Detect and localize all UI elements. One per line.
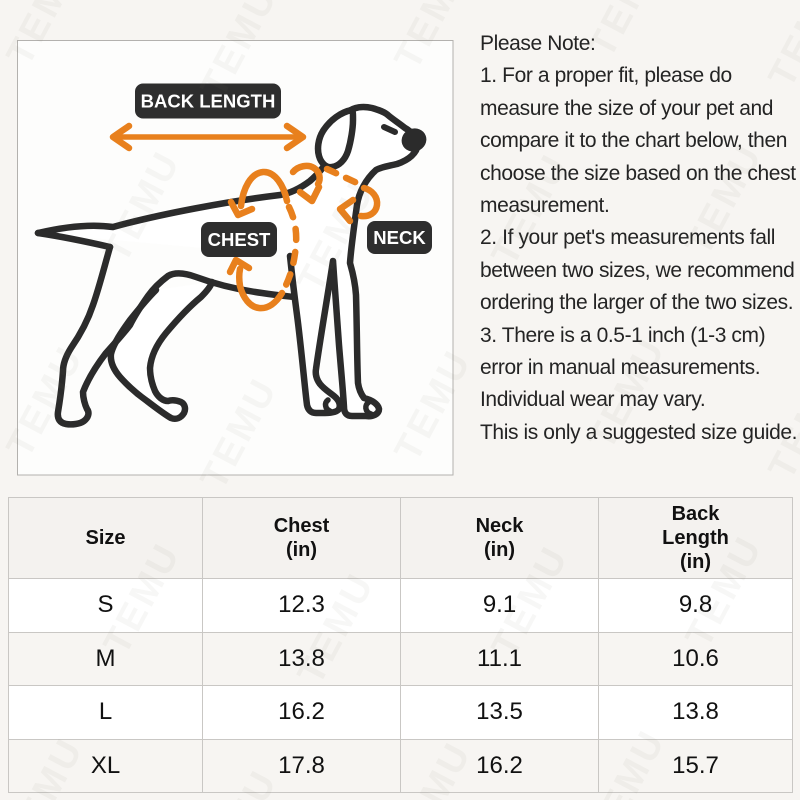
svg-text:CHEST: CHEST [208, 229, 271, 250]
svg-text:NECK: NECK [373, 227, 426, 248]
svg-text:BACK LENGTH: BACK LENGTH [141, 91, 276, 112]
